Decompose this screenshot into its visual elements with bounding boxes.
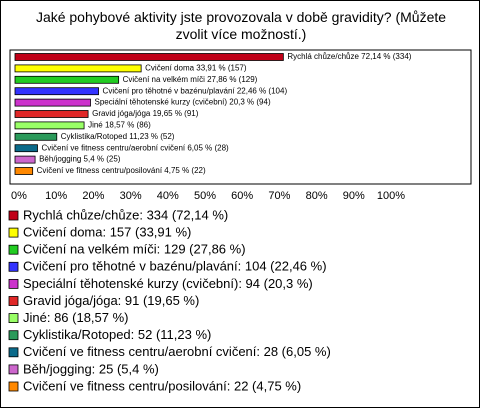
legend-swatch bbox=[8, 227, 19, 238]
legend-label: Cvičení ve fitness centru/posilování: 22… bbox=[23, 378, 301, 393]
bar bbox=[14, 167, 34, 175]
x-tick-label: 90% bbox=[343, 190, 365, 202]
value-label: Speciální těhotenské kurzy (cvičební) 20… bbox=[95, 98, 271, 107]
value-label: Jiné 18,57 % (86) bbox=[88, 121, 151, 130]
value-label: Rychlá chůze/chůze 72,14 % (334) bbox=[287, 52, 411, 61]
bar bbox=[14, 110, 89, 118]
x-tick-label: 70% bbox=[268, 190, 290, 202]
x-tick-label: 30% bbox=[120, 190, 142, 202]
x-tick-label: 50% bbox=[194, 190, 216, 202]
bar bbox=[14, 132, 58, 141]
legend-swatch bbox=[8, 296, 19, 306]
bar bbox=[14, 98, 91, 107]
bar bbox=[14, 121, 85, 130]
legend-swatch bbox=[8, 364, 19, 375]
value-label: Cyklistika/Rotoped 11,23 % (52) bbox=[61, 132, 175, 141]
value-label: Cvičení ve fitness centru/posilování 4,7… bbox=[37, 166, 206, 175]
bar bbox=[14, 64, 142, 73]
legend-swatch bbox=[8, 347, 19, 358]
value-label: Cvičení ve fitness centru/aerobní cvičen… bbox=[42, 143, 230, 152]
x-tick-label: 40% bbox=[157, 190, 179, 202]
legend-label: Jiné: 86 (18,57 %) bbox=[23, 310, 129, 325]
x-tick-label: 20% bbox=[82, 190, 104, 202]
legend-label: Gravid jóga/jóga: 91 (19,65 %) bbox=[23, 293, 199, 308]
legend-label: Cyklistika/Rotoped: 52 (11,23 %) bbox=[23, 327, 211, 342]
value-label: Cvičení pro těhotné v bazénu/plavání 22,… bbox=[103, 86, 288, 95]
bar bbox=[14, 75, 120, 84]
legend-swatch bbox=[8, 381, 19, 392]
legend-swatch bbox=[8, 278, 19, 289]
legend-label: Cvičení pro těhotné v bazénu/plavání: 10… bbox=[23, 259, 327, 274]
legend-label: Cvičení doma: 157 (33,91 %) bbox=[23, 225, 191, 240]
legend-label: Speciální těhotenské kurzy (cvičební): 9… bbox=[23, 276, 313, 291]
value-label: Gravid jóga/jóga 19,65 % (91) bbox=[92, 109, 199, 118]
legend-label: Cvičení na velkém míči: 129 (27,86 %) bbox=[23, 242, 246, 257]
legend-label: Rychlá chůze/chůze: 334 (72,14 %) bbox=[23, 207, 228, 222]
x-tick-label: 60% bbox=[231, 190, 253, 202]
x-tick-label: 80% bbox=[306, 190, 328, 202]
value-label: Cvičení doma 33,91 % (157) bbox=[145, 64, 247, 73]
legend-swatch bbox=[8, 261, 19, 272]
bar bbox=[14, 144, 38, 153]
legend-swatch bbox=[8, 244, 19, 255]
legend-swatch bbox=[8, 330, 19, 341]
legend-label: Běh/jogging: 25 (5,4 %) bbox=[23, 361, 159, 376]
value-label: Cvičení na velkém míči 27,86 % (129) bbox=[123, 75, 258, 84]
bar bbox=[14, 87, 99, 96]
x-tick-label: 10% bbox=[45, 190, 67, 202]
legend-swatch bbox=[8, 313, 19, 324]
legend-label: Cvičení ve fitness centru/aerobní cvičen… bbox=[23, 344, 331, 359]
bar bbox=[14, 155, 36, 164]
chart-title: Jaké pohybové aktivity jste provozovala … bbox=[35, 9, 447, 42]
x-tick-label: 0% bbox=[11, 190, 27, 202]
bar bbox=[14, 53, 284, 61]
legend-swatch bbox=[8, 210, 19, 221]
plot-frame bbox=[9, 49, 472, 185]
value-label: Běh/jogging 5,4 % (25) bbox=[39, 155, 121, 164]
x-tick-label: 100% bbox=[377, 190, 405, 202]
